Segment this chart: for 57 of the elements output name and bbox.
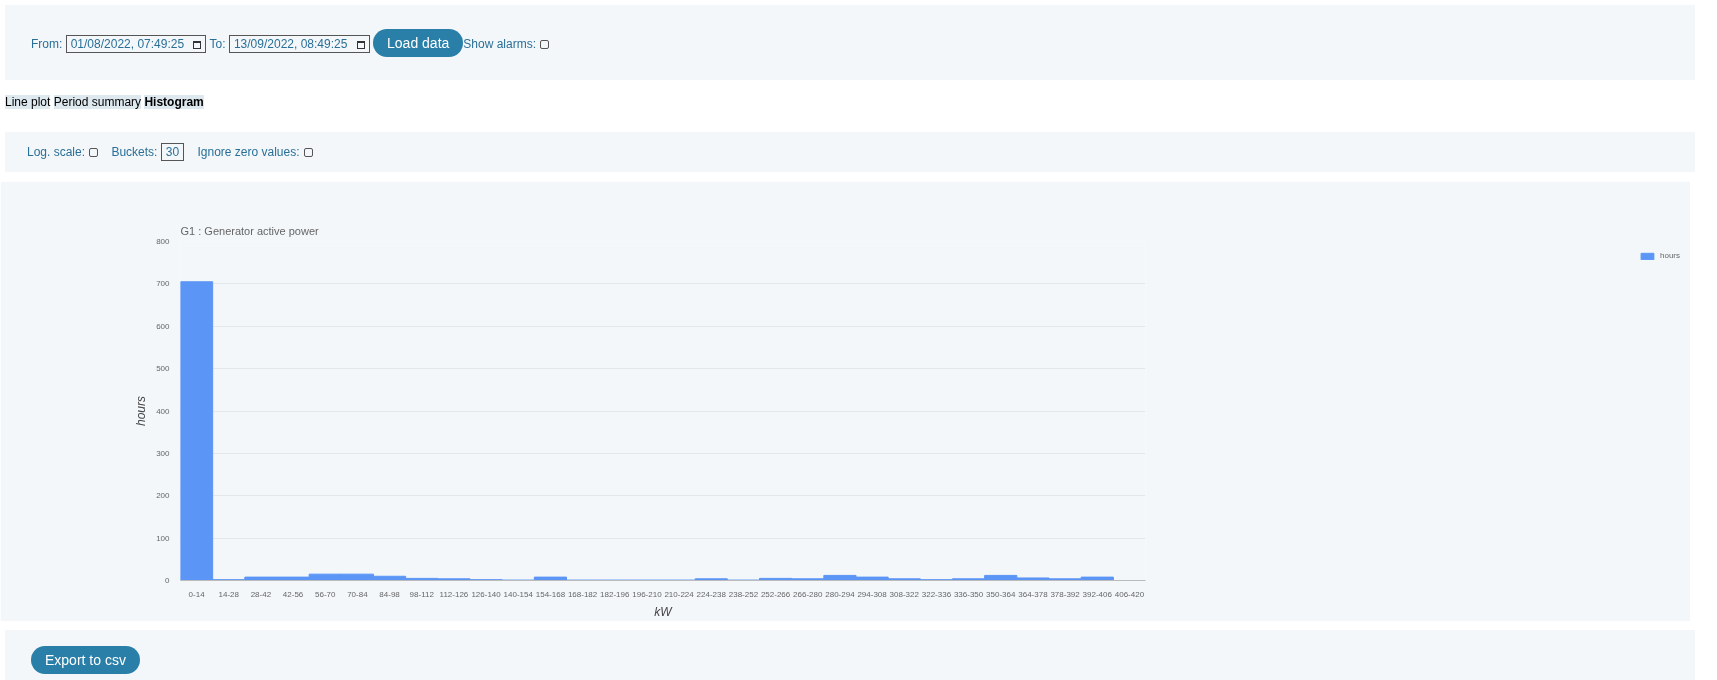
x-tick-label: 84-98 (379, 589, 401, 599)
x-tick-label: 42-56 (282, 589, 304, 599)
x-tick-label: 322-336 (921, 589, 952, 599)
y-tick-label: 800 (156, 237, 171, 246)
x-tick-label: 238-252 (728, 589, 759, 599)
text: Line plot (5, 95, 51, 109)
y-tick-label: 600 (156, 321, 171, 331)
text: 13/09/2022, 08:49:25 (228, 35, 370, 53)
x-tick-label: 406-420 (1114, 589, 1145, 599)
x-tick-label: 378-392 (1050, 589, 1081, 599)
x-tick-label: 392-406 (1082, 589, 1113, 599)
text: From: (31, 37, 63, 51)
text: Export to csv (31, 646, 140, 674)
x-tick-label: 266-280 (793, 589, 823, 599)
x-tick-label: 70-84 (347, 589, 369, 599)
text: 01/08/2022, 07:49:25 (65, 35, 207, 53)
x-tick-label: 112-126 (439, 589, 469, 599)
text: Show alarms: (463, 37, 537, 51)
text: 30 (160, 143, 185, 161)
x-tick-label: 336-350 (953, 589, 984, 599)
x-tick-label: 364-378 (1018, 589, 1049, 599)
x-tick-label: 210-224 (664, 589, 695, 599)
text: Log. scale: (27, 145, 86, 159)
x-tick-label: 0-14 (188, 589, 206, 599)
y-tick-label: 500 (156, 364, 171, 374)
y-tick-label: 700 (156, 279, 171, 289)
x-tick-label: 126-140 (471, 589, 502, 599)
x-tick-label: 140-154 (503, 589, 534, 599)
y-tick-label: 400 (156, 406, 171, 416)
x-tick-label: 98-112 (409, 589, 435, 599)
x-tick-label: 154-168 (535, 589, 566, 599)
x-tick-label: 28-42 (250, 589, 272, 599)
x-tick-label: 14-28 (218, 589, 240, 599)
y-tick-label: 100 (156, 533, 171, 543)
y-tick-label: 0 (165, 576, 171, 585)
x-tick-label: 280-294 (825, 589, 856, 599)
y-axis-title: hours (134, 395, 149, 427)
x-axis-title: kW (654, 604, 674, 619)
x-tick-label: 56-70 (315, 589, 337, 599)
text: Ignore zero values: (197, 145, 300, 159)
text: Histogram (144, 95, 204, 109)
y-tick-label: 300 (156, 448, 171, 458)
text: Period summary (53, 95, 142, 109)
y-tick-label: 200 (156, 491, 171, 501)
x-tick-label: 168-182 (567, 589, 598, 599)
x-tick-label: 252-266 (760, 589, 791, 599)
text: Buckets: (111, 145, 158, 159)
x-tick-label: 294-308 (857, 589, 888, 599)
x-tick-label: 196-210 (632, 589, 663, 599)
x-tick-label: 308-322 (889, 589, 920, 599)
chart-title: G1 : Generator active power (180, 224, 320, 237)
x-tick-label: 224-238 (696, 589, 727, 599)
legend-label: hours (1659, 251, 1680, 260)
x-tick-label: 182-196 (600, 589, 630, 599)
text: Load data (373, 29, 464, 57)
text: To: (209, 37, 226, 51)
x-tick-label: 350-364 (986, 589, 1016, 599)
